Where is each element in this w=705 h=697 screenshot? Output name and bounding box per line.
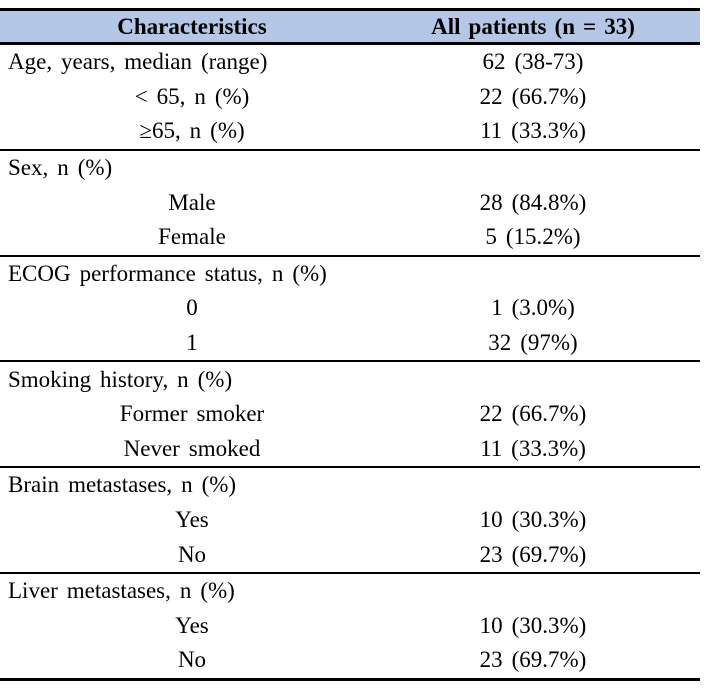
table-row: Former smoker 22 (66.7%) — [0, 397, 700, 432]
row-value: 22 (66.7%) — [479, 401, 587, 427]
table-row: Yes 10 (30.3%) — [0, 609, 700, 644]
row-value: 10 (30.3%) — [479, 507, 587, 533]
table-row: Brain metastases, n (%) — [0, 468, 700, 503]
row-label: Age, years, median (range) — [8, 49, 268, 75]
table-row: Male 28 (84.8%) — [0, 185, 700, 220]
row-label: Yes — [175, 507, 209, 533]
header-cell-all-patients: All patients (n = 33) — [431, 13, 635, 39]
row-label: Smoking history, n (%) — [8, 366, 233, 392]
table-row: ECOG performance status, n (%) — [0, 257, 700, 292]
row-value: 5 (15.2%) — [485, 224, 581, 250]
row-label: ECOG performance status, n (%) — [8, 260, 327, 286]
table-header-row: Characteristics All patients (n = 33) — [0, 8, 700, 45]
row-label: 0 — [186, 295, 198, 321]
table-row: 0 1 (3.0%) — [0, 291, 700, 326]
table-section-liver-metastases: Liver metastases, n (%) Yes 10 (30.3%) No 23… — [0, 574, 700, 681]
table-section-age: Age, years, median (range) 62 (38-73) < 65… — [0, 45, 700, 151]
row-label: Never smoked — [123, 435, 261, 461]
row-label: < 65, n (%) — [134, 83, 250, 109]
table-row: No 23 (69.7%) — [0, 643, 700, 678]
row-value: 23 (69.7%) — [479, 541, 587, 567]
row-label: ≥65, n (%) — [139, 118, 245, 144]
table-row: 1 32 (97%) — [0, 326, 700, 361]
table-row: ≥65, n (%) 11 (33.3%) — [0, 114, 700, 149]
table-body: Age, years, median (range) 62 (38-73) < 65… — [0, 45, 700, 681]
row-value: 10 (30.3%) — [479, 612, 587, 638]
table-row: < 65, n (%) 22 (66.7%) — [0, 80, 700, 115]
table-row: Smoking history, n (%) — [0, 362, 700, 397]
row-label: Liver metastases, n (%) — [8, 578, 235, 604]
row-value: 32 (97%) — [488, 330, 578, 356]
row-label: Sex, n (%) — [8, 155, 113, 181]
row-label: Female — [158, 224, 226, 250]
table-section-brain-metastases: Brain metastases, n (%) Yes 10 (30.3%) No 23… — [0, 468, 700, 574]
row-value: 23 (69.7%) — [479, 647, 587, 673]
header-cell-characteristics: Characteristics — [117, 13, 267, 39]
table-row: Yes 10 (30.3%) — [0, 503, 700, 538]
row-label: Brain metastases, n (%) — [8, 472, 237, 498]
row-value: 11 (33.3%) — [480, 118, 586, 144]
row-label: 1 — [186, 330, 198, 356]
row-label: Male — [168, 189, 216, 215]
row-label: No — [177, 541, 207, 567]
table-row: Sex, n (%) — [0, 151, 700, 186]
patient-characteristics-table: Characteristics All patients (n = 33) Ag… — [0, 8, 700, 681]
table-section-ecog: ECOG performance status, n (%) 0 1 (3.0%) 1… — [0, 257, 700, 363]
row-label: No — [177, 647, 207, 673]
table-row: Liver metastases, n (%) — [0, 574, 700, 609]
table-row: Age, years, median (range) 62 (38-73) — [0, 45, 700, 80]
row-label: Yes — [175, 612, 209, 638]
table-row: Never smoked 11 (33.3%) — [0, 432, 700, 467]
row-value: 22 (66.7%) — [479, 83, 587, 109]
table-row: Female 5 (15.2%) — [0, 220, 700, 255]
table-section-smoking: Smoking history, n (%) Former smoker 22 (6… — [0, 362, 700, 469]
row-value: 11 (33.3%) — [480, 435, 586, 461]
row-label: Former smoker — [119, 401, 265, 427]
row-value: 62 (38-73) — [482, 49, 584, 75]
table-row: No 23 (69.7%) — [0, 537, 700, 572]
row-value: 28 (84.8%) — [479, 189, 587, 215]
row-value: 1 (3.0%) — [491, 295, 575, 321]
table-section-sex: Sex, n (%) Male 28 (84.8%) Female 5 (15.2%) — [0, 151, 700, 257]
